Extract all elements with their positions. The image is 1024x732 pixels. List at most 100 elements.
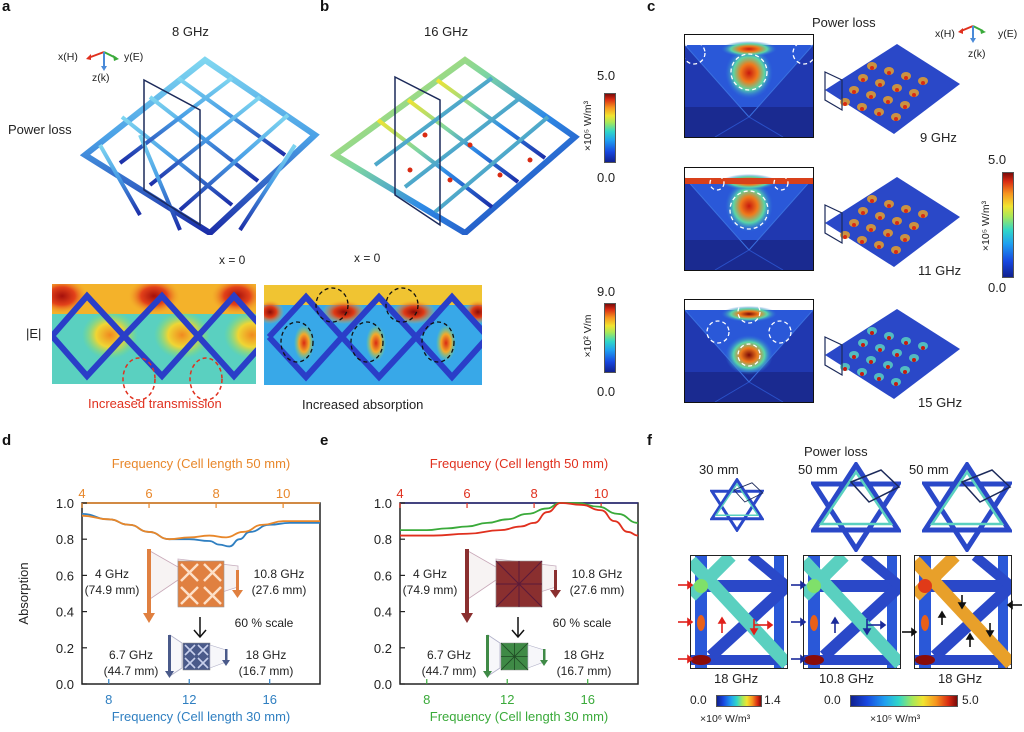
inset-label: 4 GHz — [413, 567, 447, 581]
star-lattice-icon — [809, 460, 903, 554]
annotation-increased-absorption: Increased absorption — [302, 397, 424, 412]
row-label-power-loss: Power loss — [8, 122, 72, 137]
inset-label: 6.7 GHz — [427, 648, 471, 662]
scale-down-arrowhead — [193, 629, 207, 639]
lattice-surface-icon — [824, 177, 960, 267]
power-loss-slice-map — [685, 174, 813, 270]
absorption-highlight-circles — [280, 287, 455, 363]
colorbar-e-max: 9.0 — [597, 284, 616, 299]
colorbar-f-left-max: 1.4 — [764, 693, 781, 707]
colorbar-c-max: 5.0 — [988, 152, 1007, 167]
series-line-1 — [81, 514, 320, 541]
y-tick-label: 0.2 — [374, 641, 392, 656]
small-arrow-shaft — [236, 570, 239, 592]
small-left-arrowhead — [483, 671, 492, 678]
transmission-highlight-circles — [122, 357, 223, 401]
colorbar-f-right-unit: ×10⁵ W/m³ — [870, 713, 921, 725]
projection-wedge — [467, 550, 497, 600]
lattice-surface-icon — [824, 309, 960, 399]
small-wedge-right — [209, 644, 227, 669]
scale-inset — [143, 549, 243, 678]
unit-cell-render — [709, 477, 765, 533]
inset-label: 10.8 GHz — [572, 567, 623, 581]
y-tick-label: 1.0 — [56, 496, 74, 511]
bottom-tick-label: 8 — [105, 692, 112, 707]
large-arrow-head — [143, 613, 155, 623]
axis-triad-a — [56, 46, 176, 96]
top-tick-label: 4 — [396, 486, 403, 501]
lattice-render-2 — [822, 307, 962, 402]
colorbar-f-right — [850, 695, 958, 707]
small-right-arrow — [225, 649, 228, 661]
small-pyramid-pattern — [500, 642, 529, 671]
stress-arrows — [678, 555, 798, 667]
colorbar-c-min: 0.0 — [988, 280, 1007, 295]
y-axis-title: Absorption — [16, 562, 31, 624]
top-axis-title: Frequency (Cell length 50 mm) — [430, 456, 608, 471]
series-line-1 — [399, 502, 639, 537]
colorbar-power-loss-b — [604, 93, 616, 163]
small-left-arrow — [486, 635, 489, 673]
annotation-increased-transmission: Increased transmission — [88, 396, 222, 411]
scale-inset — [461, 549, 561, 678]
top-tick-label: 6 — [463, 486, 470, 501]
strut-heatmap — [915, 556, 1011, 668]
panel-b-frequency: 16 GHz — [424, 24, 469, 39]
small-right-arrowhead — [540, 660, 548, 666]
panel-letter-c: c — [647, 0, 656, 15]
bottom-axis-title: Frequency (Cell length 30 mm) — [430, 709, 608, 724]
inset-label: 4 GHz — [95, 567, 129, 581]
inset-label: (44.7 mm) — [422, 664, 477, 678]
small-left-arrowhead — [165, 671, 174, 678]
unit-cell-render — [809, 460, 903, 554]
c-axis-y-label: y(E) — [998, 28, 1018, 40]
bottom-tick-label: 12 — [500, 692, 514, 707]
cell-size-label: 50 mm — [909, 462, 949, 477]
large-arrow-shaft — [147, 549, 151, 617]
cell-frequency-label: 18 GHz — [938, 671, 983, 686]
field-label-e: |E| — [26, 326, 42, 341]
y-tick-label: 0.0 — [56, 677, 74, 692]
colorbar-f-right-min: 0.0 — [824, 693, 841, 707]
colorbar-f-left — [716, 695, 762, 707]
inset-label: (16.7 mm) — [557, 664, 612, 678]
colorbar-f-left-min: 0.0 — [690, 693, 707, 707]
cell-size-label: 30 mm — [699, 462, 739, 477]
absorption-chart-e: Frequency (Cell length 50 mm) 0.0 0.2 0.4 0.… — [374, 456, 639, 724]
arrow-icon-group — [902, 595, 1022, 647]
y-tick-label: 0.4 — [374, 605, 392, 620]
inset-label: (16.7 mm) — [239, 664, 294, 678]
y-tick-label: 0.6 — [374, 568, 392, 583]
pyramid-pattern — [495, 560, 543, 608]
power-loss-zoom-map — [690, 555, 788, 669]
small-arrow-head — [232, 590, 243, 598]
arrow-icon-group — [791, 580, 887, 664]
small-lattice-pattern — [184, 644, 209, 669]
panel-letter-f: f — [647, 432, 652, 449]
inset-scale-label: 60 % scale — [235, 616, 294, 630]
frequency-label: 11 GHz — [918, 263, 962, 278]
inset-label: (74.9 mm) — [403, 583, 458, 597]
y-tick-label: 1.0 — [374, 496, 392, 511]
inset-label: (44.7 mm) — [104, 664, 159, 678]
small-wedge — [169, 634, 183, 677]
colorbar-e-field — [604, 303, 616, 373]
large-arrow-shaft — [465, 549, 469, 617]
stress-arrows — [791, 555, 911, 667]
series-line-0 — [81, 512, 320, 548]
scale-down-arrowhead — [511, 629, 525, 639]
y-tick-label: 0.2 — [56, 641, 74, 656]
c-axis-z-label: z(k) — [968, 48, 986, 60]
colorbar-c-unit: ×10⁵ W/m³ — [980, 200, 992, 252]
e-field-map-8ghz — [52, 284, 256, 384]
series-line-0 — [399, 502, 639, 532]
bottom-tick-label: 16 — [580, 692, 594, 707]
slice-title-a: x = 0 — [219, 253, 246, 267]
frequency-label: 9 GHz — [920, 130, 957, 145]
y-tick-label: 0.6 — [56, 568, 74, 583]
c-axis-x-label: x(H) — [935, 28, 955, 40]
panel-letter-a: a — [2, 0, 11, 15]
top-axis-title: Frequency (Cell length 50 mm) — [112, 456, 290, 471]
power-loss-slice-map — [685, 41, 813, 137]
colorbar-b-max: 5.0 — [597, 68, 616, 83]
